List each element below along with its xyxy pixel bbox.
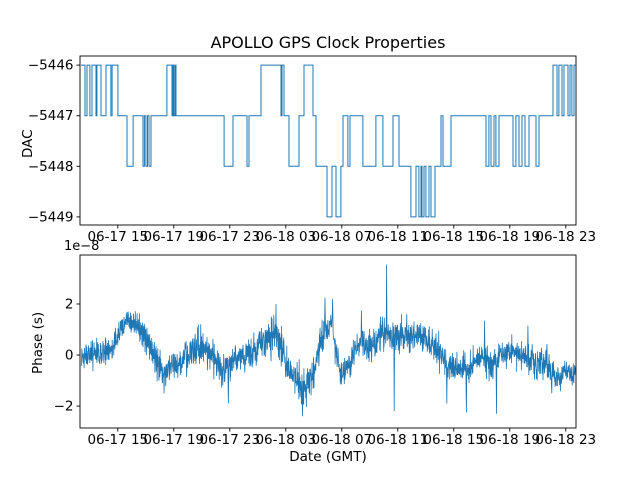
x-tick-label: 06-18 15: [423, 432, 484, 448]
phase-y-axis-label: Phase (s): [30, 311, 46, 374]
x-tick-label: 06-17 15: [87, 229, 148, 245]
x-tick-label: 06-17 23: [199, 229, 260, 245]
y-tick-label: 0: [65, 348, 74, 364]
phase-series-line: [81, 264, 576, 417]
x-tick-label: 06-18 23: [535, 432, 596, 448]
phase-axes-spine: [79, 254, 577, 429]
x-axis-label: Date (GMT): [289, 449, 367, 465]
x-tick-label: 06-18 15: [423, 229, 484, 245]
figure-title: APOLLO GPS Clock Properties: [210, 33, 446, 52]
y-tick-label: 2: [65, 296, 74, 312]
y-tick-label: −5449: [28, 209, 74, 225]
x-tick-label: 06-18 23: [535, 229, 596, 245]
dac-y-axis-label: DAC: [20, 129, 36, 158]
x-tick-label: 06-17 15: [87, 432, 148, 448]
dac-axes-spine: [79, 55, 577, 226]
y-tick-label: −2: [54, 399, 74, 415]
x-tick-label: 06-18 19: [479, 432, 540, 448]
x-tick-label: 06-17 19: [143, 432, 204, 448]
y-tick-label: −5448: [28, 159, 74, 175]
x-tick-label: 06-18 19: [479, 229, 540, 245]
x-tick-label: 06-18 03: [255, 229, 316, 245]
phase-axis-offset-exponent: 1e−8: [64, 239, 100, 254]
x-tick-label: 06-18 11: [367, 432, 428, 448]
x-tick-label: 06-18 07: [311, 432, 372, 448]
y-tick-label: −5447: [28, 108, 74, 124]
x-tick-label: 06-18 07: [311, 229, 372, 245]
y-tick-label: −5446: [28, 58, 74, 74]
x-tick-label: 06-18 03: [255, 432, 316, 448]
x-tick-label: 06-17 19: [143, 229, 204, 245]
dac-series-line: [81, 64, 576, 218]
x-tick-label: 06-17 23: [199, 432, 260, 448]
x-tick-label: 06-18 11: [367, 229, 428, 245]
